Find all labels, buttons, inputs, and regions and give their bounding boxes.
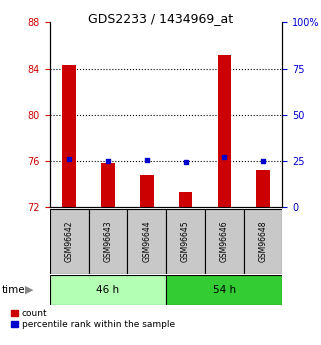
Text: ▶: ▶: [25, 285, 33, 295]
Point: [261, 158, 266, 164]
Text: GSM96642: GSM96642: [65, 221, 74, 262]
Bar: [166, 209, 205, 274]
Text: GSM96646: GSM96646: [220, 221, 229, 262]
Bar: [179, 192, 192, 207]
Bar: [127, 209, 166, 274]
Bar: [101, 163, 115, 207]
Text: GSM96644: GSM96644: [142, 221, 151, 262]
Bar: [244, 209, 282, 274]
Bar: [256, 170, 270, 207]
Legend: count, percentile rank within the sample: count, percentile rank within the sample: [11, 309, 175, 329]
Bar: [50, 275, 166, 305]
Point: [105, 158, 110, 164]
Bar: [166, 275, 282, 305]
Bar: [50, 209, 89, 274]
Bar: [205, 209, 244, 274]
Point: [144, 157, 149, 163]
Bar: [62, 65, 76, 207]
Point: [222, 155, 227, 160]
Text: 46 h: 46 h: [96, 285, 119, 295]
Text: time: time: [2, 285, 25, 295]
Text: GSM96643: GSM96643: [103, 221, 112, 262]
Text: GDS2233 / 1434969_at: GDS2233 / 1434969_at: [88, 12, 233, 25]
Bar: [140, 175, 153, 207]
Point: [183, 159, 188, 165]
Text: GSM96645: GSM96645: [181, 221, 190, 262]
Text: GSM96648: GSM96648: [259, 221, 268, 262]
Bar: [89, 209, 127, 274]
Text: 54 h: 54 h: [213, 285, 236, 295]
Bar: [218, 55, 231, 207]
Point: [66, 156, 72, 162]
